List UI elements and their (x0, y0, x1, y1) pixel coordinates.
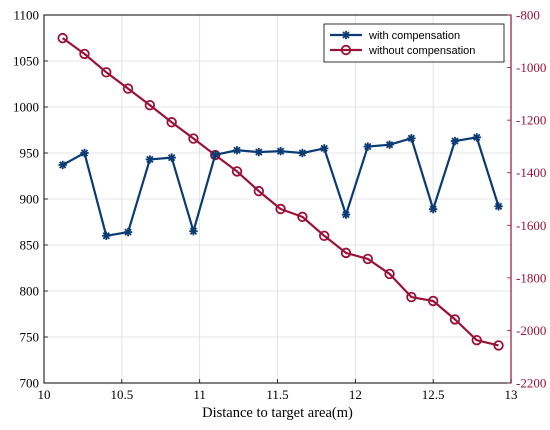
left-y-tick-label: 950 (20, 146, 40, 161)
x-tick-label: 10 (38, 387, 51, 402)
data-point (253, 185, 265, 197)
data-point (144, 99, 156, 111)
legend-entry: without compensation (330, 44, 475, 57)
data-point (275, 203, 286, 215)
data-point (450, 136, 460, 146)
data-point (79, 48, 90, 60)
data-point (385, 140, 394, 149)
data-point (123, 227, 133, 237)
legend-entry: with compensation (330, 30, 460, 42)
data-point (427, 295, 439, 307)
data-point (363, 142, 372, 151)
right-y-tick-label: -1000 (516, 60, 546, 75)
data-point (231, 166, 243, 177)
right-y-tick-label: -800 (516, 8, 540, 23)
data-point (211, 150, 220, 160)
right-y-tick-label: -1400 (516, 165, 546, 180)
right-y-tick-label: -1600 (516, 218, 546, 233)
legend-box (323, 23, 505, 63)
data-point (406, 291, 417, 303)
left-y-tick-label: 900 (20, 192, 40, 207)
data-point (493, 340, 504, 351)
data-point (166, 117, 177, 128)
x-axis: 10 10.5 11 11.5 12 12.5 13 (38, 379, 518, 402)
grid (43, 14, 512, 384)
data-point (232, 146, 242, 155)
right-y-tick-label: -2200 (516, 376, 546, 391)
data-point (362, 253, 373, 265)
data-point (340, 247, 352, 259)
data-point (58, 160, 67, 170)
data-point (494, 202, 503, 211)
left-y-tick-label: 850 (20, 238, 40, 253)
right-y-tick-label: -1200 (516, 113, 546, 128)
data-point (407, 134, 416, 143)
data-point (449, 314, 461, 325)
data-point (297, 211, 308, 223)
data-point (188, 133, 199, 144)
legend-entries: with compensation without compensation (330, 30, 475, 57)
data-point (101, 67, 112, 78)
series-layer (57, 32, 504, 351)
series-with-compensation (58, 133, 503, 240)
left-y-tick-label: 700 (20, 376, 40, 391)
right-y-tick-label: -1800 (516, 270, 546, 285)
x-tick-label: 11 (193, 387, 206, 402)
x-tick-label: 12.5 (422, 387, 445, 402)
data-point (122, 83, 134, 94)
data-point (254, 147, 264, 157)
data-point (320, 144, 329, 153)
x-tick-label: 10.5 (110, 387, 133, 402)
data-point (319, 230, 330, 242)
data-point (189, 227, 198, 236)
data-point (102, 231, 111, 240)
data-point (428, 204, 438, 214)
data-point (276, 146, 285, 156)
x-tick-label: 12 (349, 387, 362, 402)
data-point (471, 334, 482, 346)
left-y-axis: 700 750 800 850 900 950 1000 1050 1100 (13, 8, 48, 391)
data-point (57, 32, 68, 44)
legend-marker (341, 30, 351, 40)
data-point (384, 268, 395, 280)
left-y-tick-label: 1100 (13, 8, 39, 23)
data-point (298, 148, 307, 158)
data-point (80, 148, 89, 158)
legend: with compensation without compensation (323, 23, 505, 63)
x-tick-label: 11.5 (266, 387, 288, 402)
data-point (341, 210, 351, 219)
legend-label: with compensation (368, 30, 460, 42)
data-point (145, 155, 155, 164)
left-y-tick-label: 750 (20, 330, 40, 345)
x-tick-label: 13 (505, 387, 518, 402)
x-axis-label: Distance to target area(m) (202, 405, 353, 421)
left-y-tick-label: 1050 (13, 54, 39, 69)
series-without-compensation (57, 32, 504, 351)
right-y-tick-label: -2000 (516, 323, 546, 338)
left-y-tick-label: 1000 (13, 100, 39, 115)
data-point (167, 153, 176, 162)
left-y-tick-label: 800 (20, 284, 40, 299)
legend-marker (340, 44, 352, 56)
right-y-axis: -2200 -2000 -1800 -1600 -1400 -1200 -1000 -800 (507, 8, 546, 391)
legend-label: without compensation (368, 45, 475, 57)
data-point (472, 133, 481, 142)
series-line (62, 37, 499, 347)
